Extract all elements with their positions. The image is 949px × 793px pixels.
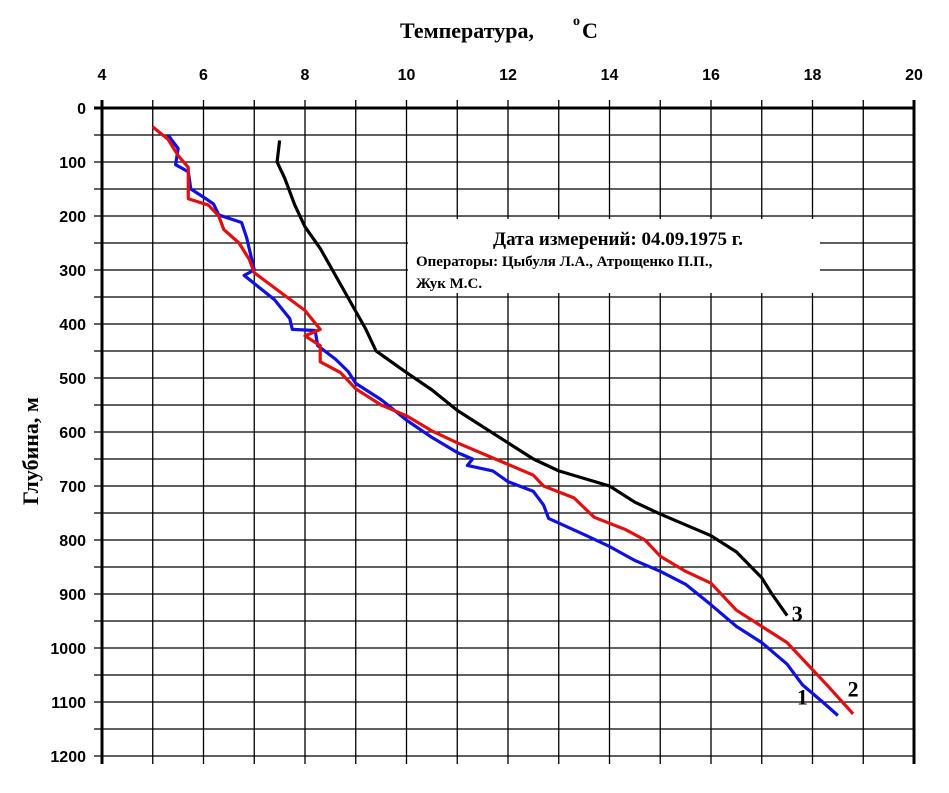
series-label-3: 3 [792, 601, 803, 626]
y-tick-label: 800 [59, 533, 86, 550]
series-label-2: 2 [848, 677, 859, 702]
y-tick-label: 700 [59, 479, 86, 496]
x-tick-label: 4 [98, 67, 107, 84]
info-date: Дата измерений: 04.09.1975 г. [493, 229, 743, 250]
grid [94, 100, 916, 764]
info-box [408, 219, 820, 293]
y-tick-label: 100 [59, 155, 86, 172]
y-tick-label: 900 [59, 587, 86, 604]
x-tick-label: 20 [905, 67, 923, 84]
x-tick-label: 6 [199, 67, 208, 84]
series-lines: 1 2 3 [151, 125, 859, 717]
chart-title: Температура, [400, 18, 534, 43]
series-line-3 [275, 140, 789, 617]
y-tick-label: 300 [59, 263, 86, 280]
title-unit: C [582, 18, 598, 43]
y-tick-label: 200 [59, 209, 86, 226]
x-tick-label: 12 [499, 67, 517, 84]
x-tick-label: 10 [398, 67, 416, 84]
x-tick-label: 16 [702, 67, 720, 84]
y-tick-label: 1100 [51, 695, 86, 712]
series-line-2 [151, 125, 855, 715]
y-tick-label: 1000 [50, 641, 86, 658]
series-label-1: 1 [797, 685, 808, 710]
title-unit-sup: o [573, 14, 580, 29]
y-axis-label: Глубина, м [18, 397, 43, 505]
x-tick-label: 14 [601, 67, 619, 84]
x-tick-label: 8 [301, 67, 310, 84]
y-tick-label: 1200 [50, 749, 86, 766]
y-tick-label: 600 [59, 425, 86, 442]
axis-ticks: 4 6 8 10 12 14 16 18 200100200300400500600700800… [50, 67, 923, 766]
info-operators-cont: Жук М.С. [416, 276, 482, 292]
y-tick-label: 0 [77, 101, 86, 118]
x-tick-label: 18 [804, 67, 822, 84]
info-operators: Операторы: Цыбуля Л.А., Атрощенко П.П., [416, 254, 713, 270]
y-tick-label: 500 [59, 371, 86, 388]
y-tick-label: 400 [59, 317, 86, 334]
